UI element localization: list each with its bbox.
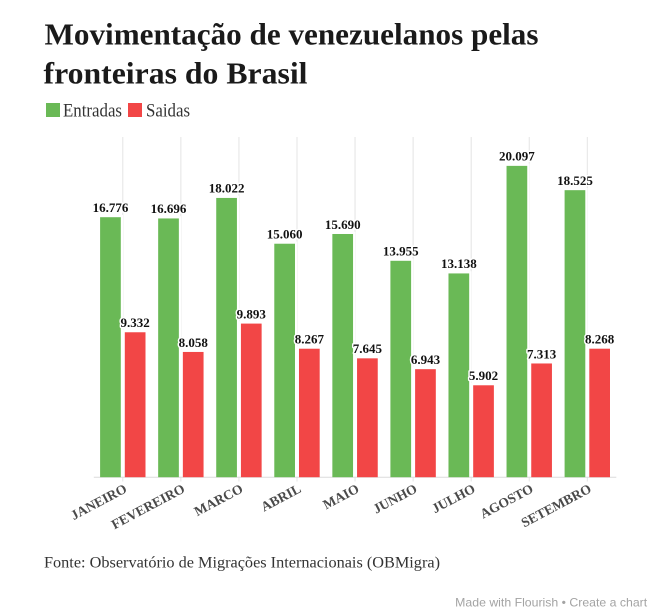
svg-text:Entradas: Entradas <box>63 101 122 122</box>
svg-text:16.776: 16.776 <box>93 200 129 215</box>
svg-text:8.267: 8.267 <box>295 332 325 347</box>
svg-text:MARCO: MARCO <box>192 481 246 519</box>
svg-text:Fonte: Observatório de Migraçõ: Fonte: Observatório de Migrações Interna… <box>44 554 440 571</box>
svg-text:13.138: 13.138 <box>441 256 477 271</box>
svg-text:Saidas: Saidas <box>146 101 190 122</box>
svg-text:18.022: 18.022 <box>209 181 245 196</box>
svg-text:Made with Flourish • Create a: Made with Flourish • Create a chart <box>455 595 648 609</box>
svg-text:8.268: 8.268 <box>585 332 615 347</box>
svg-text:6.943: 6.943 <box>411 352 441 367</box>
svg-text:5.902: 5.902 <box>469 368 498 383</box>
svg-text:JULHO: JULHO <box>429 481 477 516</box>
svg-text:7.313: 7.313 <box>527 346 557 361</box>
svg-text:13.955: 13.955 <box>383 244 419 259</box>
svg-text:8.058: 8.058 <box>179 335 209 350</box>
svg-text:Movimentação de venezuelanos p: Movimentação de venezuelanos pelas <box>45 17 539 52</box>
svg-text:15.690: 15.690 <box>325 217 361 232</box>
svg-text:ABRIL: ABRIL <box>258 481 303 514</box>
svg-text:MAIO: MAIO <box>320 481 361 512</box>
svg-text:9.893: 9.893 <box>237 306 267 321</box>
svg-text:18.525: 18.525 <box>557 173 593 188</box>
svg-text:JUNHO: JUNHO <box>370 481 419 517</box>
svg-text:9.332: 9.332 <box>121 315 150 330</box>
svg-text:16.696: 16.696 <box>151 201 187 216</box>
svg-text:15.060: 15.060 <box>267 227 303 242</box>
svg-text:fronteiras do Brasil: fronteiras do Brasil <box>44 55 308 90</box>
svg-text:7.645: 7.645 <box>353 341 383 356</box>
svg-text:20.097: 20.097 <box>499 149 535 164</box>
